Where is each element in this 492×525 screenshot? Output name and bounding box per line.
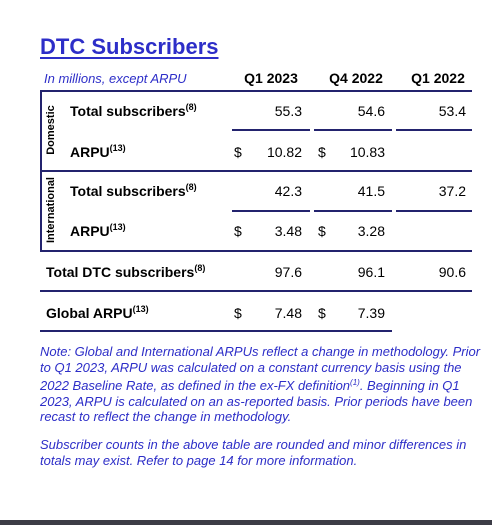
domestic-side-rule	[40, 91, 42, 171]
cell-total-dtc-q4-2022: 96.1	[357, 264, 385, 280]
cell-domestic-total-q4-2022: 54.6	[357, 103, 385, 119]
page-title: DTC Subscribers	[40, 34, 219, 59]
row-sep-2	[314, 129, 392, 131]
cell-domestic-total-q1-2023: 55.3	[274, 103, 302, 119]
currency-symbol: $	[234, 144, 242, 160]
rounding-note: Subscriber counts in the above table are…	[40, 437, 467, 468]
row-label-domestic-arpu: ARPU(13)	[70, 143, 126, 160]
row-label-international-total: Total subscribers(8)	[70, 182, 197, 199]
column-header-q1-2022: Q1 2022	[411, 70, 465, 86]
row-sep-3	[396, 129, 472, 131]
currency-symbol: $	[318, 305, 326, 321]
cell-domestic-arpu-q1-2023: 10.82	[266, 144, 302, 160]
section-label-domestic: Domestic	[45, 105, 57, 155]
row-sep-5	[314, 210, 392, 212]
row-label-domestic-total: Total subscribers(8)	[70, 102, 197, 119]
cell-international-arpu-q4-2022: 3.28	[357, 223, 385, 239]
row-sep-6	[396, 210, 472, 212]
cell-global-arpu-q1-2023: 7.48	[274, 305, 302, 321]
cell-global-arpu-q4-2022: 7.39	[357, 305, 385, 321]
cell-domestic-arpu-q4-2022: 10.83	[349, 144, 385, 160]
currency-symbol: $	[234, 223, 242, 239]
cell-total-dtc-q1-2023: 97.6	[274, 264, 302, 280]
column-header-q4-2022: Q4 2022	[329, 70, 383, 86]
domestic-rule	[40, 170, 472, 172]
cell-international-total-q1-2022: 37.2	[438, 183, 466, 199]
international-rule	[40, 250, 472, 252]
cell-international-arpu-q1-2023: 3.48	[274, 223, 302, 239]
footer-bar	[0, 520, 492, 525]
row-sep-4	[232, 210, 310, 212]
currency-symbol: $	[318, 144, 326, 160]
column-header-q1-2023: Q1 2023	[244, 70, 298, 86]
global-arpu-rule	[40, 330, 392, 332]
currency-symbol: $	[318, 223, 326, 239]
row-sep-1	[232, 129, 310, 131]
cell-domestic-total-q1-2022: 53.4	[438, 103, 466, 119]
cell-international-total-q1-2023: 42.3	[274, 183, 302, 199]
international-side-rule	[40, 171, 42, 251]
methodology-note: Note: Global and International ARPUs ref…	[40, 344, 481, 424]
cell-international-total-q4-2022: 41.5	[357, 183, 385, 199]
row-label-international-arpu: ARPU(13)	[70, 222, 126, 239]
total-dtc-rule	[40, 290, 472, 292]
row-label-global-arpu: Global ARPU(13)	[46, 304, 149, 321]
section-label-international: International	[45, 177, 57, 244]
currency-symbol: $	[234, 305, 242, 321]
row-label-total-dtc: Total DTC subscribers(8)	[46, 263, 206, 280]
cell-total-dtc-q1-2022: 90.6	[438, 264, 466, 280]
header-rule	[40, 90, 472, 92]
table-subtitle: In millions, except ARPU	[44, 71, 187, 86]
